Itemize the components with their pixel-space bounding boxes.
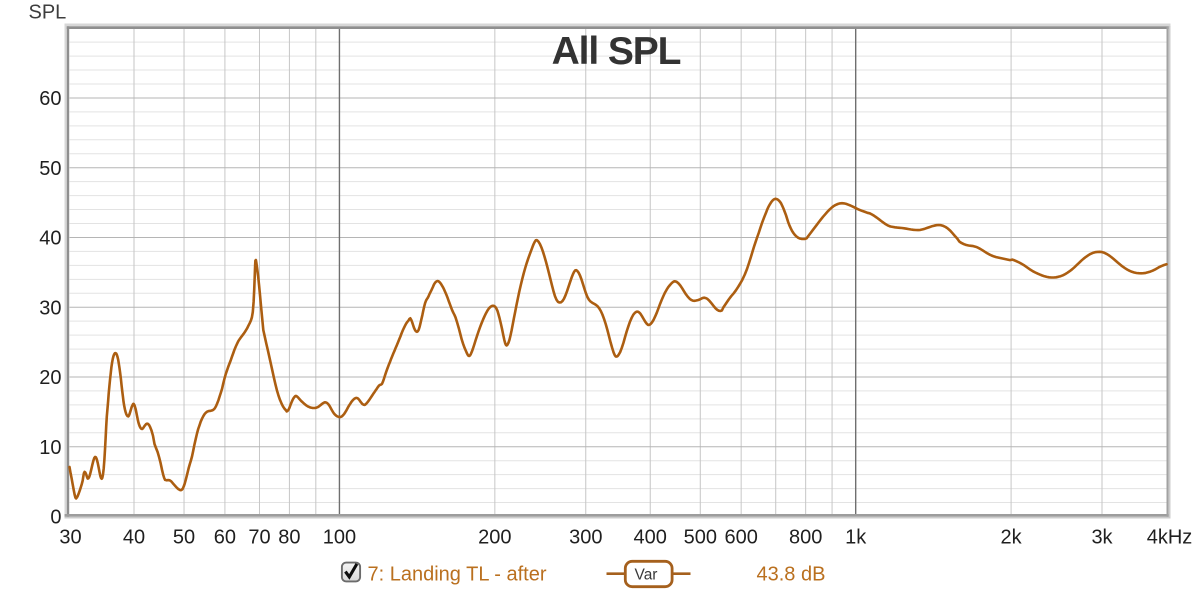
svg-text:50: 50 bbox=[39, 158, 61, 180]
svg-text:800: 800 bbox=[789, 527, 822, 549]
svg-text:All SPL: All SPL bbox=[552, 30, 681, 73]
svg-text:400: 400 bbox=[634, 527, 667, 549]
svg-text:50: 50 bbox=[173, 527, 195, 549]
svg-text:60: 60 bbox=[39, 88, 61, 110]
svg-text:40: 40 bbox=[39, 228, 61, 250]
svg-text:60: 60 bbox=[214, 527, 236, 549]
svg-text:1k: 1k bbox=[845, 527, 867, 549]
svg-text:600: 600 bbox=[725, 527, 758, 549]
svg-text:300: 300 bbox=[569, 527, 602, 549]
svg-text:Var: Var bbox=[635, 566, 658, 583]
svg-text:43.8 dB: 43.8 dB bbox=[757, 564, 826, 586]
svg-text:10: 10 bbox=[39, 437, 61, 459]
svg-text:SPL: SPL bbox=[29, 2, 67, 24]
svg-text:500: 500 bbox=[684, 527, 717, 549]
svg-text:4kHz: 4kHz bbox=[1147, 527, 1193, 549]
svg-text:2k: 2k bbox=[1001, 527, 1023, 549]
svg-text:3k: 3k bbox=[1091, 527, 1113, 549]
svg-text:40: 40 bbox=[123, 527, 145, 549]
svg-text:80: 80 bbox=[278, 527, 300, 549]
svg-text:0: 0 bbox=[50, 507, 61, 529]
svg-text:30: 30 bbox=[59, 527, 81, 549]
svg-text:200: 200 bbox=[478, 527, 511, 549]
svg-text:70: 70 bbox=[248, 527, 270, 549]
svg-text:20: 20 bbox=[39, 367, 61, 389]
svg-text:7: Landing TL - after: 7: Landing TL - after bbox=[368, 564, 547, 586]
svg-text:30: 30 bbox=[39, 297, 61, 319]
svg-text:100: 100 bbox=[323, 527, 356, 549]
